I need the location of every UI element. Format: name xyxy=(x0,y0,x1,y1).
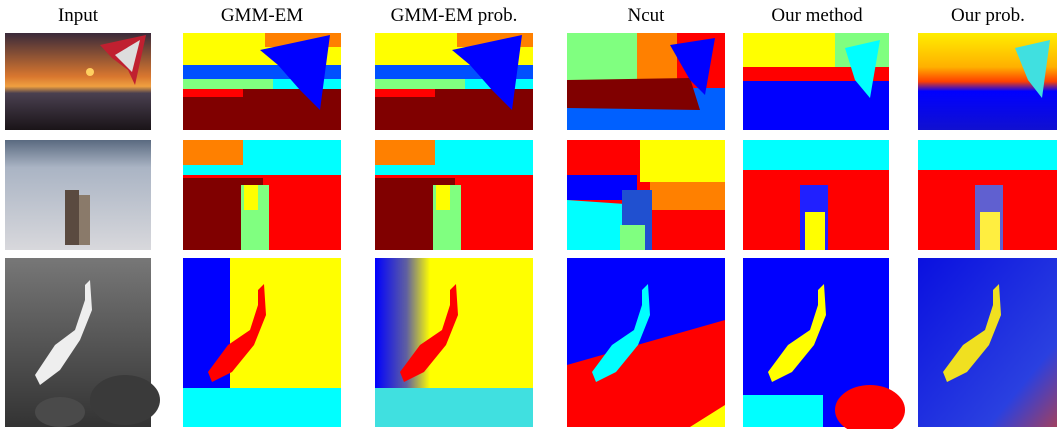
column-header: Our prob. xyxy=(951,5,1025,26)
our-prob-image xyxy=(918,258,1057,427)
input-image xyxy=(5,33,151,130)
gmm-em-image xyxy=(183,140,341,250)
our-prob-image xyxy=(918,33,1057,130)
gmm-em-image xyxy=(183,258,341,427)
column-headers: Input GMM-EM GMM-EM prob. Ncut Our metho… xyxy=(58,5,1025,26)
figure: Input GMM-EM GMM-EM prob. Ncut Our metho… xyxy=(0,0,1057,429)
gmm-em-prob-image xyxy=(375,33,533,130)
column-header: GMM-EM xyxy=(221,5,303,26)
our-method-image xyxy=(743,33,889,130)
input-image xyxy=(5,140,151,250)
column-header: GMM-EM prob. xyxy=(391,5,518,26)
our-prob-image xyxy=(918,140,1057,250)
input-image xyxy=(5,258,160,427)
row-beach xyxy=(5,140,1057,250)
column-header: Our method xyxy=(771,5,863,26)
column-header: Input xyxy=(58,5,99,26)
our-method-image xyxy=(743,258,905,429)
gmm-em-prob-image xyxy=(375,258,533,427)
column-header: Ncut xyxy=(628,5,666,26)
gmm-em-prob-image xyxy=(375,140,533,250)
ncut-image xyxy=(567,140,725,250)
gmm-em-image xyxy=(183,33,341,130)
ncut-image xyxy=(567,33,725,130)
row-heron xyxy=(5,258,1057,429)
row-kite xyxy=(5,33,1057,130)
ncut-image xyxy=(567,258,725,427)
our-method-image xyxy=(743,140,889,250)
